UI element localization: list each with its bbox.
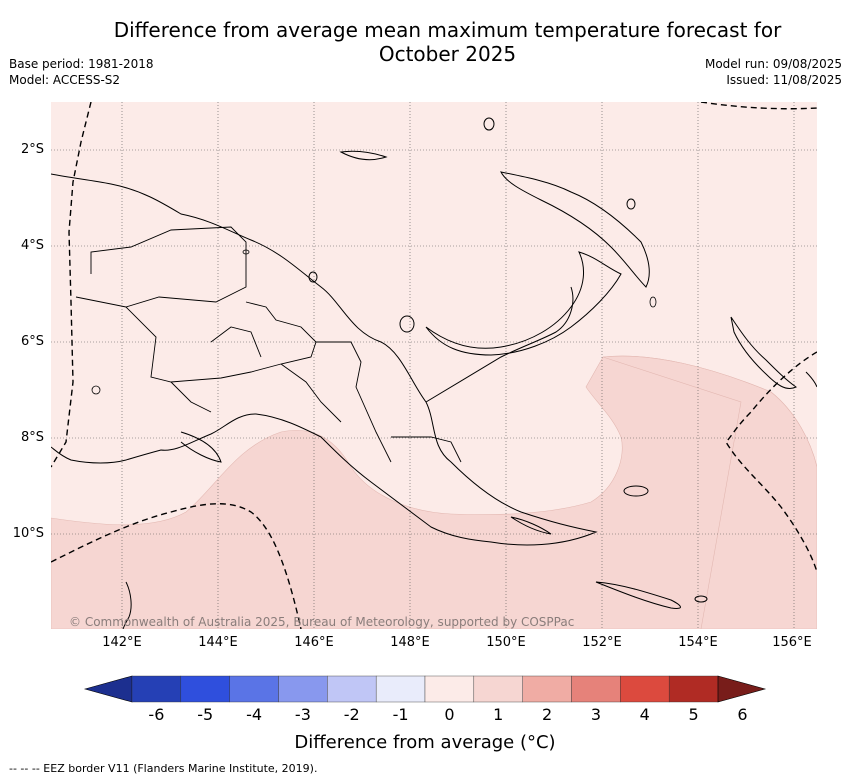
lat-label: 8°S	[20, 430, 44, 445]
province-borders	[75, 226, 462, 463]
gridlines	[51, 102, 817, 629]
colorbar-tick-label: 2	[541, 705, 553, 724]
title-line-1: Difference from average mean maximum tem…	[113, 18, 782, 42]
colorbar-tick-label: -3	[294, 705, 311, 724]
map: © Commonwealth of Australia 2025, Bureau…	[51, 102, 817, 629]
island	[91, 385, 101, 395]
island	[623, 485, 649, 497]
minor-islands	[91, 249, 657, 395]
eez-east	[725, 351, 817, 573]
colorbar-cell	[522, 675, 572, 703]
colorbar-cell	[229, 675, 279, 703]
colorbar-cells	[83, 675, 767, 703]
issued-date: Issued: 11/08/2025	[726, 73, 842, 87]
page-title: Difference from average mean maximum tem…	[60, 18, 835, 66]
lat-label: 4°S	[20, 238, 44, 253]
lon-label: 152°E	[582, 635, 622, 650]
title-line-2: October 2025	[378, 42, 517, 66]
island	[483, 117, 495, 131]
louisiade-coast	[595, 581, 681, 609]
colorbar-tick-label: 6	[737, 705, 748, 724]
colorbar-tick-label: -6	[148, 705, 165, 724]
eez-borders	[51, 102, 817, 629]
meta-right: Model run: 09/08/2025 Issued: 11/08/2025	[705, 56, 842, 88]
colorbar-label: Difference from average (°C)	[294, 732, 556, 753]
border-eastern	[280, 363, 342, 423]
model-run: Model run: 09/08/2025	[704, 57, 842, 71]
lat-label: 2°S	[20, 142, 44, 157]
new-britain-coast	[425, 251, 622, 356]
meta-left: Base period: 1981-2018 Model: ACCESS-S2	[9, 56, 154, 88]
colorbar-tick-label: 3	[590, 705, 601, 724]
colorbar-extend-low	[83, 675, 133, 703]
anomaly-region-east	[602, 355, 817, 629]
colorbar-cell	[473, 675, 523, 703]
island	[399, 315, 415, 333]
colorbar-tick-label: -4	[246, 705, 263, 724]
solomons-coast	[805, 371, 817, 388]
new-ireland-coast	[500, 171, 650, 288]
lon-label: 150°E	[486, 635, 526, 650]
colorbar-tick-label: 0	[444, 705, 455, 724]
colorbar-cell	[424, 675, 475, 703]
eez-north	[700, 102, 817, 110]
lon-label: 142°E	[102, 635, 142, 650]
colorbar-tick-label: 1	[493, 705, 504, 724]
lon-label: 144°E	[198, 635, 238, 650]
colorbar-cell	[180, 675, 230, 703]
lat-label: 6°S	[20, 334, 44, 349]
manus-coast	[339, 150, 388, 161]
colorbar-extend-high	[717, 675, 767, 703]
island	[242, 249, 250, 255]
base-period: Base period: 1981-2018	[9, 57, 154, 71]
colorbar-tick-label: -1	[392, 705, 409, 724]
island	[694, 595, 708, 603]
eez-southwest	[51, 503, 302, 629]
lon-label: 148°E	[390, 635, 430, 650]
colorbar-tick-label: 4	[639, 705, 650, 724]
island	[649, 296, 657, 308]
island	[308, 271, 318, 283]
new-guinea-coast	[51, 173, 598, 546]
copyright-text: © Commonwealth of Australia 2025, Bureau…	[69, 615, 574, 629]
dentrecasteaux-coast	[510, 516, 552, 535]
coastlines	[51, 117, 817, 629]
colorbar-cell	[571, 675, 621, 703]
border-morobe	[316, 341, 392, 463]
colorbar-tick-label: 5	[688, 705, 699, 724]
bougainville-coast	[730, 316, 797, 389]
border-west	[75, 226, 247, 308]
colorbar-cell	[131, 675, 182, 703]
eez-west	[51, 102, 92, 468]
colorbar-tick-label: -2	[343, 705, 360, 724]
colorbar-cell	[620, 675, 670, 703]
eez-footnote: -- -- -- EEZ border V11 (Flanders Marine…	[9, 762, 318, 775]
colorbar-tick-label: -5	[197, 705, 214, 724]
lat-label: 10°S	[12, 526, 44, 541]
fly-estuary-coast	[180, 431, 222, 463]
colorbar	[83, 675, 767, 703]
border-enga	[210, 326, 262, 358]
cape-york-coast	[122, 581, 132, 629]
lon-label: 146°E	[294, 635, 334, 650]
border-central	[391, 436, 462, 463]
huon-coast	[425, 286, 574, 403]
lon-label: 156°E	[772, 635, 812, 650]
island	[626, 198, 636, 210]
colorbar-cell	[327, 675, 377, 703]
model-name: Model: ACCESS-S2	[9, 73, 121, 87]
colorbar-cell	[278, 675, 328, 703]
lon-label: 154°E	[678, 635, 718, 650]
colorbar-cell	[375, 675, 426, 703]
colorbar-cell	[668, 675, 719, 703]
border-gulf	[170, 381, 212, 413]
